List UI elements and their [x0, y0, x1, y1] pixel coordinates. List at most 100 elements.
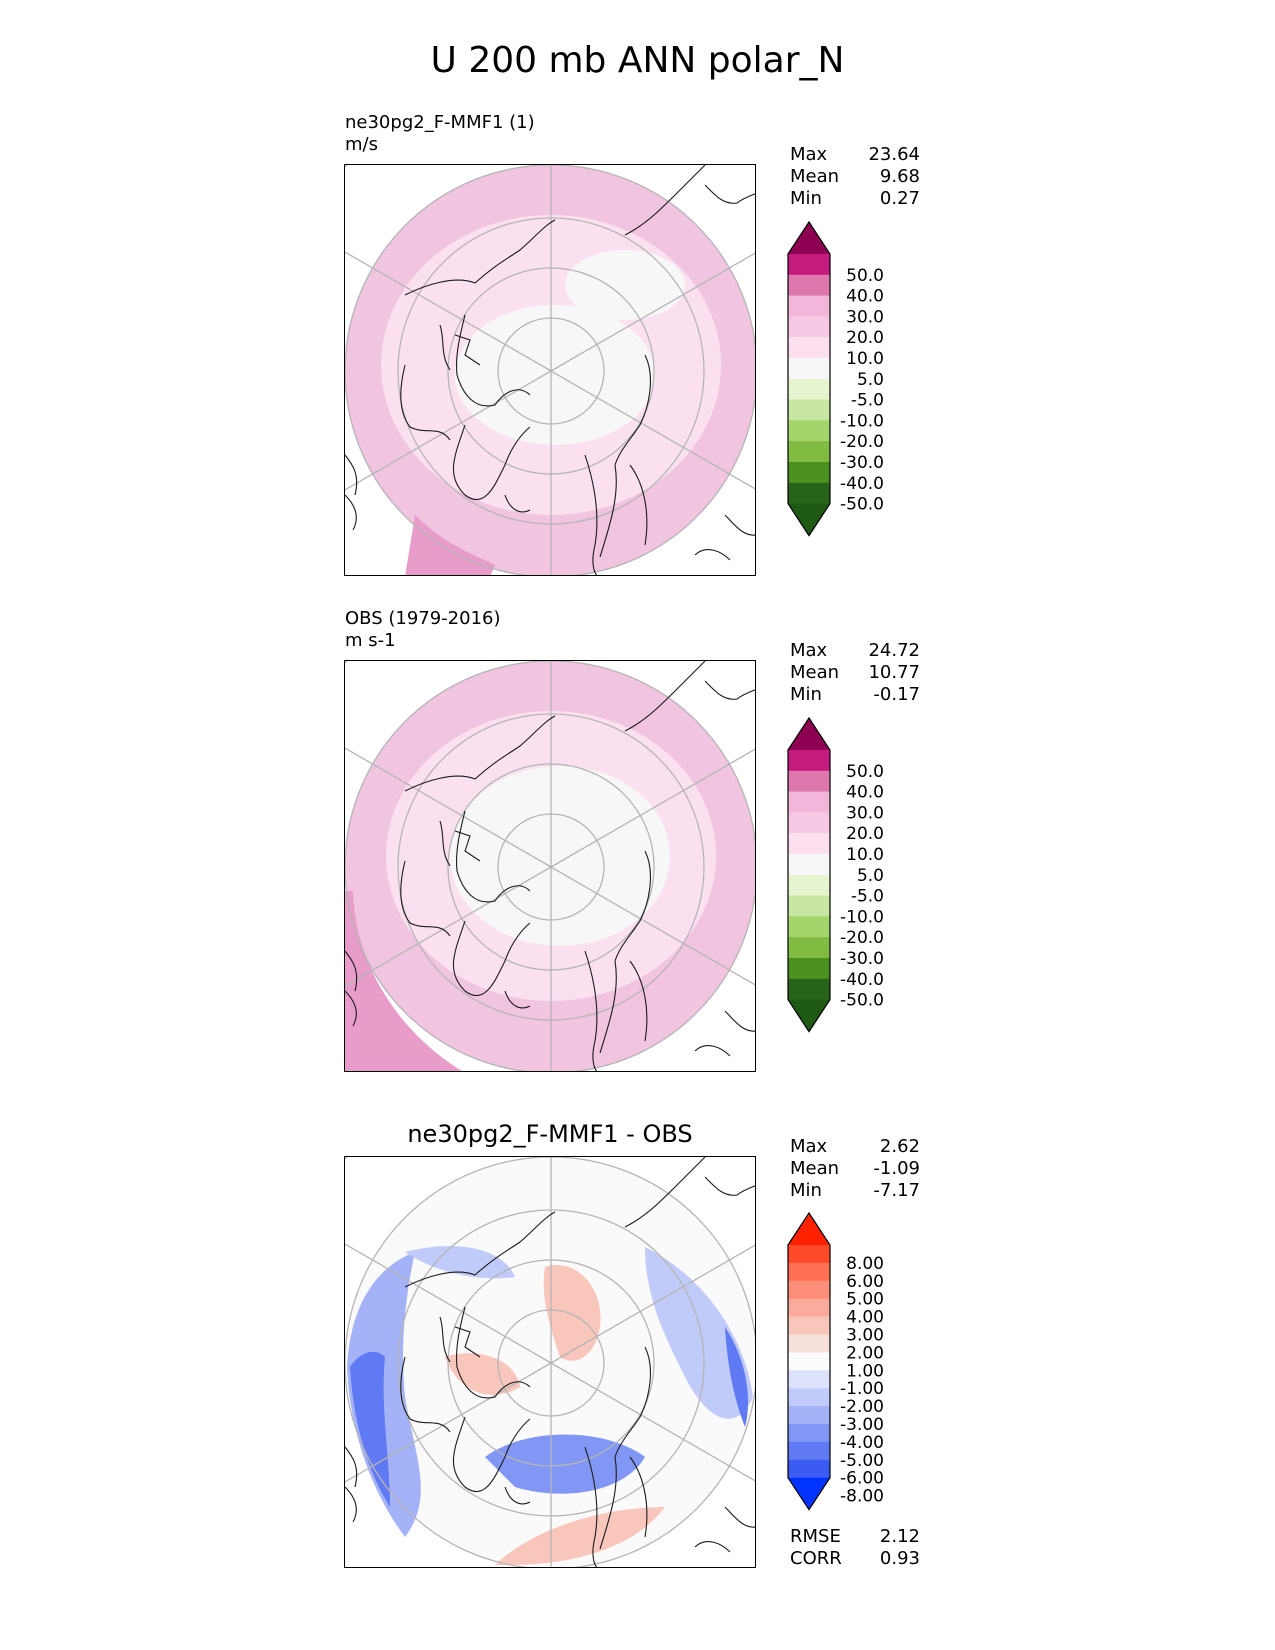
colorbar-segment — [788, 937, 830, 959]
corr-label: CORR — [790, 1548, 842, 1569]
colorbar-tick-label: 5.00 — [846, 1290, 884, 1310]
colorbar-segment — [788, 1280, 830, 1300]
colorbar-segment — [788, 978, 830, 1001]
colorbar-segment — [788, 420, 830, 442]
panel-3-neg-east — [645, 1247, 753, 1419]
colorbar-tick-label: -2.00 — [840, 1397, 884, 1417]
coastline — [694, 1010, 755, 1057]
panel-1-jet-core — [405, 515, 495, 575]
colorbar-tick-label: 20.0 — [846, 824, 884, 844]
max-value: 24.72 — [868, 640, 920, 661]
panel-3-pos-center — [543, 1265, 601, 1361]
colorbar-segment — [788, 1316, 830, 1335]
mean-value: -1.09 — [873, 1158, 920, 1179]
panel-3-neg-northwest — [405, 1246, 515, 1279]
coastline — [404, 1211, 556, 1288]
colorbar-tick-label: 5.0 — [857, 866, 884, 886]
mean-label: Mean — [790, 166, 840, 187]
coastline — [400, 364, 451, 441]
colorbar-tick-label: -30.0 — [840, 949, 884, 969]
coastline — [452, 920, 531, 997]
coastline — [456, 810, 531, 903]
coastline — [456, 1306, 531, 1399]
colorbar-segment — [788, 254, 830, 276]
coastline — [614, 354, 651, 466]
colorbar-segment — [788, 399, 830, 421]
panel-2-title: OBS (1979-2016) — [345, 608, 501, 629]
colorbar-segment — [788, 1245, 830, 1264]
panel-3-coastlines — [345, 1157, 755, 1567]
mean-label: Mean — [790, 1158, 840, 1179]
panel-2-jet-core — [345, 891, 462, 1071]
colorbar-segment — [788, 958, 830, 980]
colorbar-segment — [788, 854, 830, 876]
colorbar-tick-label: -6.00 — [840, 1469, 884, 1489]
panel-1-graticule — [345, 165, 755, 575]
max-value: 23.64 — [868, 144, 920, 165]
coastline — [694, 514, 755, 561]
colorbar-tick-label: -4.00 — [840, 1433, 884, 1453]
panel-2-colorbar: 50.0 40.0 30.0 20.0 10.0 5.0 -5.0 -10.0 -20.0 -30… — [787, 716, 898, 1040]
colorbar-tick-label: -40.0 — [840, 474, 884, 494]
meridian-line — [550, 1362, 755, 1482]
panel-2-coastlines — [345, 661, 755, 1071]
rmse-value: 2.12 — [879, 1526, 920, 1547]
colorbar-segment — [788, 833, 830, 855]
colorbar-extend-top — [788, 1213, 830, 1245]
colorbar-tick-label: 30.0 — [846, 803, 884, 823]
min-label: Min — [790, 1180, 822, 1201]
coastline — [584, 1446, 598, 1567]
coastline — [400, 1356, 451, 1433]
max-label: Max — [790, 144, 828, 165]
colorbar-tick-label: -30.0 — [840, 453, 884, 473]
panel-3-neg-east-core — [725, 1327, 749, 1427]
min-value: -7.17 — [873, 1180, 920, 1201]
panel-1-title: ne30pg2_F-MMF1 (1) — [345, 112, 535, 133]
coastline — [452, 1416, 531, 1493]
meridian-line — [550, 370, 755, 490]
colorbar-segment — [788, 462, 830, 484]
panel-1-stats: Max 23.64 Mean 9.68 Min 0.27 — [790, 144, 920, 210]
colorbar-tick-label: 3.00 — [846, 1326, 884, 1346]
colorbar-tick-label: -20.0 — [840, 928, 884, 948]
colorbar-extend-top — [788, 718, 830, 750]
coastline — [404, 715, 556, 792]
coastline — [504, 494, 531, 513]
colorbar-segment — [788, 1352, 830, 1371]
colorbar-outline — [787, 1211, 831, 1511]
panel-3-pos-south — [495, 1507, 665, 1566]
meridian-line — [550, 748, 755, 868]
coastline — [439, 1316, 481, 1363]
colorbar-segment — [788, 1298, 830, 1318]
coastline — [704, 680, 755, 700]
mean-value: 9.68 — [879, 166, 920, 187]
coastline — [345, 454, 358, 531]
colorbar-tick-label: -5.00 — [840, 1451, 884, 1471]
coastline — [599, 960, 648, 1054]
max-label: Max — [790, 1136, 828, 1157]
colorbar-tick-label: 40.0 — [846, 783, 884, 803]
coastline — [456, 314, 531, 407]
min-label: Min — [790, 188, 822, 209]
panel-3-error-stats: RMSE 2.12 CORR 0.93 — [790, 1526, 920, 1570]
colorbar-segment — [788, 316, 830, 338]
panel-3-colorbar: 8.00 6.00 5.00 4.00 3.00 2.00 1.00 -1.00 -2.00 -3… — [787, 1211, 898, 1518]
colorbar-tick-label: 10.0 — [846, 349, 884, 369]
meridian-line — [345, 251, 552, 372]
colorbar-segment — [788, 874, 830, 897]
coastline — [599, 464, 648, 558]
panel-3-neg-west — [347, 1252, 421, 1537]
colorbar-svg: 50.040.030.020.010.05.0-5.0-10.0-20.0-30… — [787, 220, 884, 537]
colorbar-tick-label: 2.00 — [846, 1343, 884, 1363]
panel-1-plot — [345, 165, 755, 575]
colorbar-segment — [788, 1424, 830, 1443]
panel-1-colorbar: 50.0 40.0 30.0 20.0 10.0 5.0 -5.0 -10.0 -20.0 -30… — [787, 220, 898, 544]
panel-1-coastlines — [345, 165, 755, 575]
coastline — [614, 1346, 651, 1458]
colorbar-segment — [788, 916, 830, 938]
meridian-line — [345, 1243, 552, 1364]
colorbar-tick-label: -20.0 — [840, 432, 884, 452]
colorbar-tick-label: -5.0 — [851, 391, 884, 411]
panel-3-neg-west-core — [350, 1351, 390, 1507]
panel-1-map — [344, 164, 756, 576]
